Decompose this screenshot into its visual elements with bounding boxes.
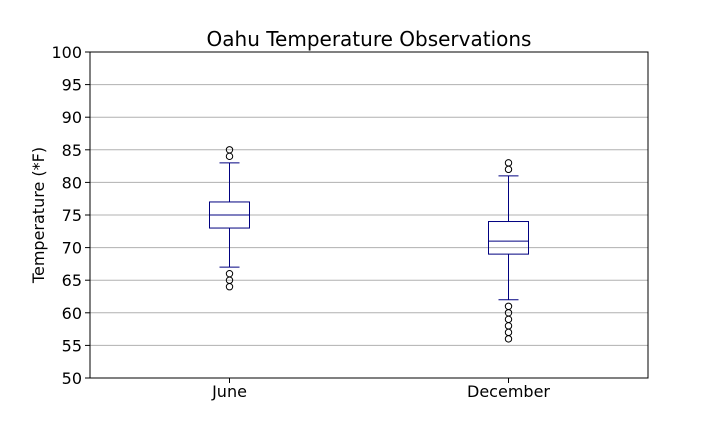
y-tick-label: 50 [62, 369, 82, 388]
outlier-point [504, 315, 513, 324]
y-tick-label: 80 [62, 173, 82, 192]
x-tick-label: December [467, 382, 550, 401]
grid-lines [90, 51, 648, 379]
y-tick-label: 90 [62, 108, 82, 127]
y-tick-label: 60 [62, 304, 82, 323]
outlier-point [225, 283, 234, 291]
outlier-point [504, 328, 513, 337]
outlier-point [504, 335, 513, 343]
outlier-point [225, 269, 234, 278]
y-tick-label: 95 [62, 76, 82, 95]
y-tick-label: 55 [62, 336, 82, 355]
box-series [209, 146, 529, 343]
outlier-point [504, 165, 513, 174]
y-axis-label: Temperature (*F) [29, 147, 48, 284]
outlier-point [504, 322, 513, 330]
y-tick-label: 70 [62, 239, 82, 258]
y-axis-ticks: 50 55 60 65 70 75 80 85 90 95 100 [51, 43, 90, 388]
box-december [488, 159, 529, 343]
x-tick-label: June [211, 382, 247, 401]
x-axis-ticks: June December [211, 378, 550, 401]
plot-frame [89, 51, 649, 379]
y-tick-label: 100 [51, 43, 82, 62]
chart-title: Oahu Temperature Observations [207, 27, 532, 51]
y-tick-label: 85 [62, 141, 82, 160]
outlier-point [225, 146, 234, 154]
outlier-point [504, 302, 513, 310]
iqr-box [488, 221, 529, 255]
y-tick-label: 75 [62, 206, 82, 225]
y-tick-label: 65 [62, 271, 82, 290]
outlier-point [504, 159, 513, 167]
box-june [209, 146, 250, 291]
outlier-point [225, 152, 234, 161]
